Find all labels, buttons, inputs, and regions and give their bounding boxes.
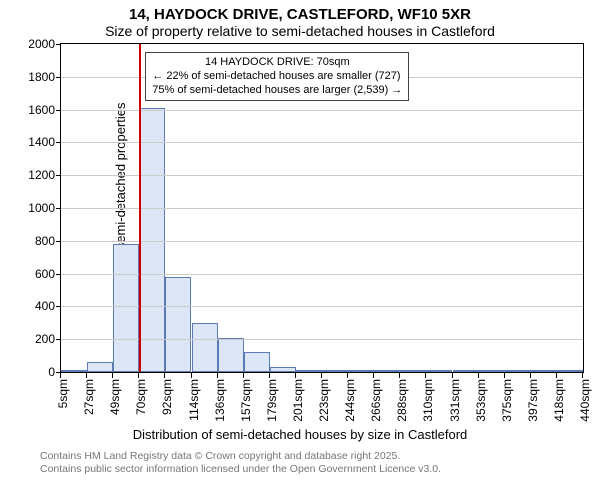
histogram-bar (557, 370, 583, 372)
chart-title-main: 14, HAYDOCK DRIVE, CASTLEFORD, WF10 5XR (0, 0, 600, 23)
x-tick-mark (530, 373, 531, 378)
x-tick-mark (321, 373, 322, 378)
x-tick-label: 201sqm (291, 379, 305, 422)
y-tick-mark (56, 241, 61, 242)
x-tick-mark (399, 373, 400, 378)
x-tick-label: 114sqm (187, 379, 201, 421)
attribution-line-2: Contains public sector information licen… (40, 463, 600, 476)
x-tick-mark (556, 373, 557, 378)
x-tick-label: 27sqm (82, 379, 96, 415)
x-tick-label: 310sqm (421, 379, 435, 422)
chart-plot-area: Number of semi-detached properties 02004… (60, 43, 584, 373)
histogram-bar (505, 370, 531, 372)
x-tick-mark (582, 373, 583, 378)
x-tick-label: 49sqm (108, 379, 122, 415)
x-tick-mark (112, 373, 113, 378)
x-tick-mark (86, 373, 87, 378)
histogram-bar (87, 362, 113, 372)
histogram-bar (296, 370, 322, 372)
histogram-bar (165, 277, 191, 372)
x-tick-label: 418sqm (552, 379, 566, 422)
y-tick-mark (56, 110, 61, 111)
y-tick-mark (56, 142, 61, 143)
x-tick-label: 244sqm (343, 379, 357, 422)
y-tick-mark (56, 274, 61, 275)
chart-title-sub: Size of property relative to semi-detach… (0, 23, 600, 43)
histogram-bar (322, 370, 348, 372)
histogram-bar (218, 338, 244, 372)
x-axis-title: Distribution of semi-detached houses by … (0, 427, 600, 442)
annotation-line: ← 22% of semi-detached houses are smalle… (152, 70, 402, 84)
x-axis-ticks: 5sqm27sqm49sqm70sqm92sqm114sqm136sqm157s… (60, 373, 584, 423)
y-tick-mark (56, 175, 61, 176)
annotation-line: 14 HAYDOCK DRIVE: 70sqm (152, 56, 402, 70)
annotation-line: 75% of semi-detached houses are larger (… (152, 84, 402, 98)
x-tick-mark (164, 373, 165, 378)
annotation-box: 14 HAYDOCK DRIVE: 70sqm← 22% of semi-det… (145, 52, 409, 101)
x-tick-mark (452, 373, 453, 378)
attribution-line-1: Contains HM Land Registry data © Crown c… (40, 450, 600, 463)
y-tick-mark (56, 44, 61, 45)
histogram-bar (192, 323, 218, 372)
x-tick-label: 331sqm (448, 379, 462, 422)
x-tick-label: 440sqm (578, 379, 592, 422)
y-tick-mark (56, 306, 61, 307)
x-tick-mark (217, 373, 218, 378)
x-tick-label: 353sqm (474, 379, 488, 422)
histogram-bar (113, 244, 139, 372)
x-tick-label: 266sqm (369, 379, 383, 422)
x-tick-label: 157sqm (239, 379, 253, 422)
x-tick-label: 136sqm (213, 379, 227, 422)
y-tick-mark (56, 208, 61, 209)
x-tick-label: 288sqm (395, 379, 409, 422)
histogram-bar (479, 370, 505, 372)
x-tick-mark (295, 373, 296, 378)
x-tick-mark (243, 373, 244, 378)
histogram-bar (244, 352, 270, 372)
histogram-bar (61, 370, 87, 372)
x-tick-label: 70sqm (134, 379, 148, 415)
histogram-bar (348, 370, 374, 372)
y-tick-mark (56, 77, 61, 78)
x-tick-mark (347, 373, 348, 378)
x-tick-mark (191, 373, 192, 378)
x-tick-label: 179sqm (265, 379, 279, 422)
x-tick-mark (504, 373, 505, 378)
x-tick-mark (269, 373, 270, 378)
x-tick-label: 375sqm (500, 379, 514, 422)
histogram-bar (400, 370, 426, 372)
histogram-bar (426, 370, 452, 372)
x-tick-mark (138, 373, 139, 378)
histogram-bar (531, 370, 557, 372)
x-tick-mark (373, 373, 374, 378)
subject-marker-line (139, 44, 141, 372)
x-tick-label: 397sqm (526, 379, 540, 422)
x-tick-label: 92sqm (160, 379, 174, 415)
histogram-bar (374, 370, 400, 372)
attribution-text: Contains HM Land Registry data © Crown c… (40, 450, 600, 476)
x-tick-label: 5sqm (56, 379, 70, 408)
histogram-bar (453, 370, 479, 372)
x-tick-mark (425, 373, 426, 378)
histogram-bar (270, 367, 296, 372)
x-tick-label: 223sqm (317, 379, 331, 422)
x-tick-mark (60, 373, 61, 378)
y-tick-mark (56, 339, 61, 340)
x-tick-mark (478, 373, 479, 378)
